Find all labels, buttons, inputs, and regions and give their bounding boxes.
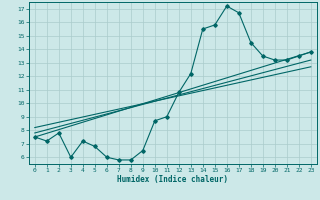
X-axis label: Humidex (Indice chaleur): Humidex (Indice chaleur) [117, 175, 228, 184]
